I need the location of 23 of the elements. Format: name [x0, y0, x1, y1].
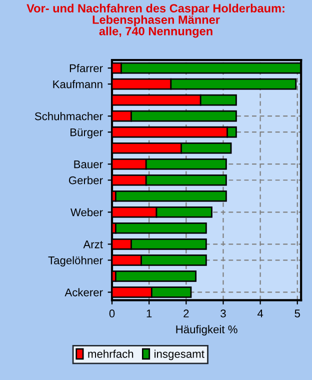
- y-tick-label: Bauer: [74, 160, 103, 168]
- x-tick-label: 2: [184, 310, 189, 318]
- x-tick-label: 0: [109, 310, 115, 318]
- legend-label: insgesamt: [154, 350, 204, 360]
- y-tick-label: Gerber: [68, 176, 103, 184]
- y-tick-label: Kaufmann: [53, 80, 102, 88]
- bar: [115, 270, 196, 282]
- x-tick-label: 4: [257, 310, 264, 318]
- x-tick-label: 3: [220, 310, 226, 318]
- bar: [115, 222, 207, 234]
- x-tick-label: 1: [146, 310, 152, 318]
- bar: [115, 190, 227, 202]
- x-tick-label: 5: [294, 310, 300, 318]
- legend-label: mehrfach: [88, 350, 134, 358]
- y-tick-label: Arzt: [83, 240, 103, 248]
- chart-title: Vor- und Nachfahren des Caspar Holderbaum: Lebensphasen Männer alle, 740 Nennungen: [26, 4, 284, 38]
- y-tick-label: Ackerer: [64, 288, 103, 296]
- y-tick-label: Weber: [70, 208, 103, 216]
- x-axis-title: Häufigkeit %: [176, 325, 238, 336]
- y-tick-label: Pfarrer: [70, 64, 103, 72]
- y-tick-label: Schuhmacher: [34, 112, 103, 120]
- y-tick-label: Tagelöhner: [48, 256, 103, 267]
- y-tick-label: Bürger: [70, 128, 103, 138]
